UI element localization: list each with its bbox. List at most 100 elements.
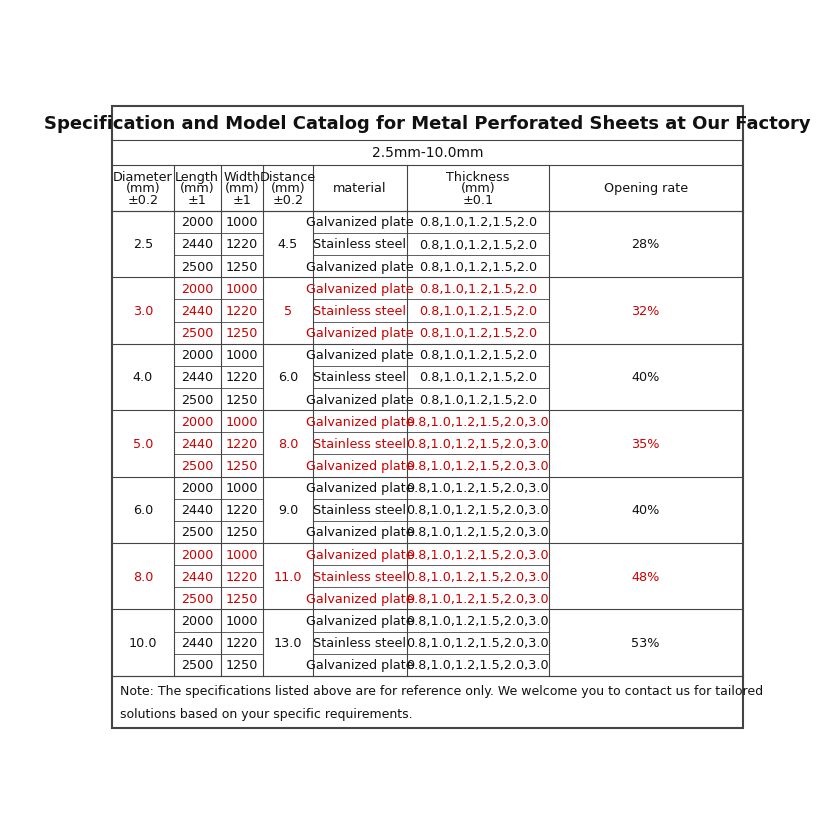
Text: 2.5mm-10.0mm: 2.5mm-10.0mm [372,146,483,160]
Text: 2000: 2000 [181,283,214,295]
Text: 1220: 1220 [226,437,258,450]
Text: Stainless steel: Stainless steel [314,304,406,318]
Text: Opening rate: Opening rate [604,182,688,195]
Text: 1220: 1220 [226,570,258,583]
Text: 1000: 1000 [226,349,259,361]
Text: 8.0: 8.0 [278,437,299,450]
Text: 0.8,1.0,1.2,1.5,2.0,3.0: 0.8,1.0,1.2,1.5,2.0,3.0 [407,481,550,495]
Text: ±0.2: ±0.2 [273,194,304,207]
Text: 28%: 28% [631,238,660,251]
Text: 6.0: 6.0 [133,504,153,517]
Text: 1220: 1220 [226,304,258,318]
Text: Galvanized plate: Galvanized plate [306,349,414,361]
Text: Length: Length [175,170,219,184]
Text: 1000: 1000 [226,548,259,561]
Text: Galvanized plate: Galvanized plate [306,481,414,495]
Text: 0.8,1.0,1.2,1.5,2.0: 0.8,1.0,1.2,1.5,2.0 [419,327,537,340]
Text: Stainless steel: Stainless steel [314,437,406,450]
Text: 0.8,1.0,1.2,1.5,2.0,3.0: 0.8,1.0,1.2,1.5,2.0,3.0 [407,614,550,627]
Text: Specification and Model Catalog for Metal Perforated Sheets at Our Factory: Specification and Model Catalog for Meta… [44,115,811,133]
Text: 3.0: 3.0 [133,304,153,318]
Text: 40%: 40% [631,504,660,517]
Text: 0.8,1.0,1.2,1.5,2.0,3.0: 0.8,1.0,1.2,1.5,2.0,3.0 [407,570,550,583]
Text: (mm): (mm) [271,182,305,195]
Text: 32%: 32% [631,304,660,318]
Text: Width: Width [224,170,260,184]
Text: 4.0: 4.0 [133,371,153,384]
Text: 1220: 1220 [226,238,258,251]
Text: Stainless steel: Stainless steel [314,504,406,517]
Text: 2500: 2500 [181,658,214,672]
Text: 0.8,1.0,1.2,1.5,2.0,3.0: 0.8,1.0,1.2,1.5,2.0,3.0 [407,526,550,538]
Text: 2440: 2440 [181,437,214,450]
Text: 2440: 2440 [181,570,214,583]
Text: 1000: 1000 [226,614,259,627]
Text: 0.8,1.0,1.2,1.5,2.0,3.0: 0.8,1.0,1.2,1.5,2.0,3.0 [407,460,550,472]
Text: 2440: 2440 [181,238,214,251]
Text: 0.8,1.0,1.2,1.5,2.0: 0.8,1.0,1.2,1.5,2.0 [419,371,537,384]
Text: 35%: 35% [631,437,660,450]
Text: Galvanized plate: Galvanized plate [306,283,414,295]
Text: 2440: 2440 [181,636,214,649]
Text: 1000: 1000 [226,415,259,428]
Text: 1220: 1220 [226,371,258,384]
Text: Diameter: Diameter [113,170,173,184]
Text: 0.8,1.0,1.2,1.5,2.0,3.0: 0.8,1.0,1.2,1.5,2.0,3.0 [407,658,550,672]
Text: 0.8,1.0,1.2,1.5,2.0,3.0: 0.8,1.0,1.2,1.5,2.0,3.0 [407,437,550,450]
Text: 2.5: 2.5 [133,238,153,251]
Text: 1250: 1250 [226,393,259,406]
Text: 0.8,1.0,1.2,1.5,2.0: 0.8,1.0,1.2,1.5,2.0 [419,216,537,229]
Text: (mm): (mm) [460,182,495,195]
Text: 2500: 2500 [181,460,214,472]
Text: Thickness: Thickness [446,170,510,184]
Text: Galvanized plate: Galvanized plate [306,526,414,538]
Text: 40%: 40% [631,371,660,384]
Text: 2000: 2000 [181,216,214,229]
Text: 48%: 48% [631,570,660,583]
Text: 2440: 2440 [181,371,214,384]
Text: 53%: 53% [631,636,660,649]
Text: Stainless steel: Stainless steel [314,238,406,251]
Text: 2440: 2440 [181,304,214,318]
Text: 6.0: 6.0 [278,371,298,384]
Text: 13.0: 13.0 [274,636,302,649]
Text: 1220: 1220 [226,636,258,649]
Text: ±0.1: ±0.1 [462,194,494,207]
Text: 2500: 2500 [181,327,214,340]
Text: 2500: 2500 [181,592,214,605]
Text: Galvanized plate: Galvanized plate [306,261,414,273]
Text: 1250: 1250 [226,460,259,472]
Text: (mm): (mm) [224,182,259,195]
Text: 0.8,1.0,1.2,1.5,2.0,3.0: 0.8,1.0,1.2,1.5,2.0,3.0 [407,415,550,428]
Text: Galvanized plate: Galvanized plate [306,393,414,406]
Text: 0.8,1.0,1.2,1.5,2.0,3.0: 0.8,1.0,1.2,1.5,2.0,3.0 [407,636,550,649]
Text: 0.8,1.0,1.2,1.5,2.0,3.0: 0.8,1.0,1.2,1.5,2.0,3.0 [407,504,550,517]
Text: 2500: 2500 [181,393,214,406]
Text: 0.8,1.0,1.2,1.5,2.0: 0.8,1.0,1.2,1.5,2.0 [419,304,537,318]
Text: Galvanized plate: Galvanized plate [306,614,414,627]
Text: Galvanized plate: Galvanized plate [306,327,414,340]
Text: 2500: 2500 [181,261,214,273]
Text: Galvanized plate: Galvanized plate [306,658,414,672]
Text: 4.5: 4.5 [278,238,298,251]
Text: 2000: 2000 [181,415,214,428]
Text: 5.0: 5.0 [133,437,153,450]
Text: 1250: 1250 [226,327,259,340]
Text: 2000: 2000 [181,481,214,495]
Text: material: material [333,182,387,195]
Text: 2000: 2000 [181,614,214,627]
Text: 0.8,1.0,1.2,1.5,2.0,3.0: 0.8,1.0,1.2,1.5,2.0,3.0 [407,548,550,561]
Text: 8.0: 8.0 [133,570,153,583]
Text: 0.8,1.0,1.2,1.5,2.0: 0.8,1.0,1.2,1.5,2.0 [419,283,537,295]
Text: 1000: 1000 [226,216,259,229]
Text: Galvanized plate: Galvanized plate [306,216,414,229]
Text: 0.8,1.0,1.2,1.5,2.0: 0.8,1.0,1.2,1.5,2.0 [419,238,537,251]
Text: ±1: ±1 [233,194,251,207]
Text: 2440: 2440 [181,504,214,517]
Text: ±0.2: ±0.2 [128,194,158,207]
Text: Stainless steel: Stainless steel [314,636,406,649]
Text: 10.0: 10.0 [128,636,157,649]
Text: 0.8,1.0,1.2,1.5,2.0: 0.8,1.0,1.2,1.5,2.0 [419,393,537,406]
Text: Galvanized plate: Galvanized plate [306,415,414,428]
Text: Stainless steel: Stainless steel [314,371,406,384]
